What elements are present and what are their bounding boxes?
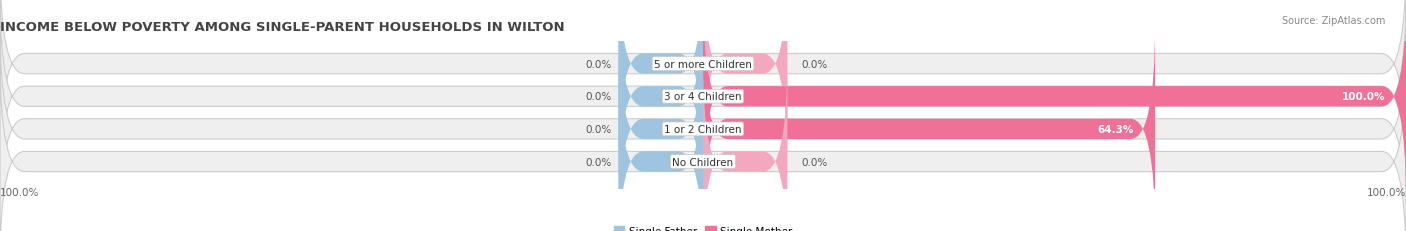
FancyBboxPatch shape	[619, 58, 703, 231]
FancyBboxPatch shape	[0, 58, 1406, 231]
Text: Source: ZipAtlas.com: Source: ZipAtlas.com	[1281, 16, 1385, 26]
Text: 64.3%: 64.3%	[1098, 124, 1135, 134]
FancyBboxPatch shape	[0, 26, 1406, 231]
FancyBboxPatch shape	[0, 0, 1406, 201]
Legend: Single Father, Single Mother: Single Father, Single Mother	[610, 222, 796, 231]
FancyBboxPatch shape	[619, 0, 703, 168]
Text: 3 or 4 Children: 3 or 4 Children	[664, 92, 742, 102]
FancyBboxPatch shape	[703, 0, 1406, 201]
FancyBboxPatch shape	[703, 26, 1156, 231]
FancyBboxPatch shape	[619, 26, 703, 231]
Text: 100.0%: 100.0%	[1367, 187, 1406, 197]
Text: 0.0%: 0.0%	[585, 59, 612, 69]
Text: 0.0%: 0.0%	[801, 157, 828, 167]
Text: 0.0%: 0.0%	[585, 157, 612, 167]
FancyBboxPatch shape	[703, 0, 787, 168]
Text: 0.0%: 0.0%	[585, 124, 612, 134]
Text: 1 or 2 Children: 1 or 2 Children	[664, 124, 742, 134]
FancyBboxPatch shape	[619, 0, 703, 201]
Text: INCOME BELOW POVERTY AMONG SINGLE-PARENT HOUSEHOLDS IN WILTON: INCOME BELOW POVERTY AMONG SINGLE-PARENT…	[0, 21, 565, 33]
FancyBboxPatch shape	[703, 58, 787, 231]
FancyBboxPatch shape	[0, 0, 1406, 168]
Text: 5 or more Children: 5 or more Children	[654, 59, 752, 69]
Text: 100.0%: 100.0%	[1341, 92, 1385, 102]
Text: 100.0%: 100.0%	[0, 187, 39, 197]
Text: No Children: No Children	[672, 157, 734, 167]
Text: 0.0%: 0.0%	[801, 59, 828, 69]
Text: 0.0%: 0.0%	[585, 92, 612, 102]
